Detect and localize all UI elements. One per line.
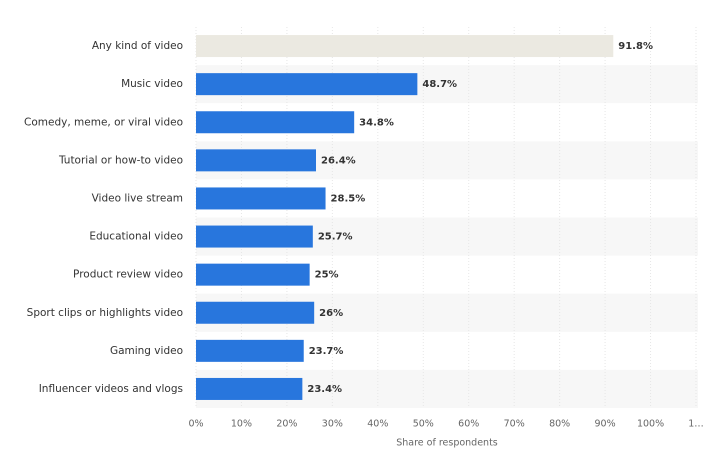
- value-label: 28.5%: [331, 193, 366, 204]
- bar: [196, 301, 315, 324]
- bar: [196, 377, 303, 400]
- bar: [196, 225, 313, 248]
- y-tick-label: Music video: [121, 78, 183, 90]
- y-tick-label: Tutorial or how-to video: [58, 154, 183, 166]
- y-tick-label: Educational video: [89, 231, 183, 243]
- x-tick-label: 80%: [549, 419, 570, 430]
- value-label: 26%: [319, 308, 343, 319]
- x-tick-label: 10%: [231, 419, 252, 430]
- value-label: 23.7%: [309, 346, 344, 357]
- y-tick-label: Any kind of video: [92, 40, 183, 52]
- value-label: 23.4%: [307, 384, 342, 395]
- y-tick-label: Gaming video: [110, 345, 183, 357]
- value-label: 34.8%: [359, 117, 394, 128]
- y-tick-label: Video live stream: [92, 192, 183, 204]
- bar: [196, 35, 614, 58]
- x-tick-label: 40%: [367, 419, 388, 430]
- value-label: 25%: [315, 270, 339, 281]
- y-tick-label: Sport clips or highlights video: [27, 307, 183, 319]
- x-axis-title: Share of respondents: [396, 438, 498, 449]
- bar: [196, 111, 355, 134]
- y-tick-label: Comedy, meme, or viral video: [24, 116, 183, 128]
- value-label: 26.4%: [321, 155, 356, 166]
- value-label: 91.8%: [618, 41, 653, 52]
- value-label: 48.7%: [422, 79, 457, 90]
- bar: [196, 187, 326, 210]
- x-tick-label: 30%: [322, 419, 343, 430]
- x-tick-label: 100%: [637, 419, 664, 430]
- value-label: 25.7%: [318, 232, 353, 243]
- x-tick-label: 0%: [188, 419, 203, 430]
- x-tick-label: 90%: [595, 419, 616, 430]
- x-tick-label: 1…: [688, 419, 704, 430]
- bar: [196, 149, 316, 172]
- bar: [196, 263, 310, 286]
- x-tick-label: 20%: [276, 419, 297, 430]
- y-tick-label: Influencer videos and vlogs: [39, 383, 183, 395]
- y-tick-label: Product review video: [73, 269, 183, 281]
- x-tick-label: 70%: [504, 419, 525, 430]
- bar: [196, 339, 304, 362]
- x-tick-label: 60%: [458, 419, 479, 430]
- x-tick-label: 50%: [413, 419, 434, 430]
- bar: [196, 73, 418, 96]
